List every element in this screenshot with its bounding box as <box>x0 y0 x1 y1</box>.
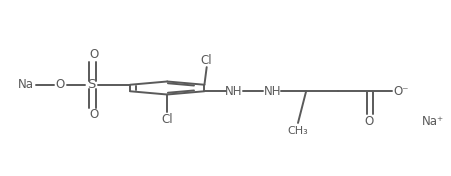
Text: CH₃: CH₃ <box>287 126 308 136</box>
Text: Na: Na <box>18 78 34 91</box>
Text: O: O <box>89 48 98 61</box>
Text: Cl: Cl <box>161 113 173 126</box>
Text: O⁻: O⁻ <box>392 85 408 98</box>
Text: NH: NH <box>225 85 242 98</box>
Text: O: O <box>364 115 373 128</box>
Text: S: S <box>87 78 96 91</box>
Text: O: O <box>55 78 64 91</box>
Text: O: O <box>89 108 98 121</box>
Text: NH: NH <box>263 85 281 98</box>
Text: Cl: Cl <box>200 54 212 67</box>
Text: Na⁺: Na⁺ <box>421 115 443 128</box>
